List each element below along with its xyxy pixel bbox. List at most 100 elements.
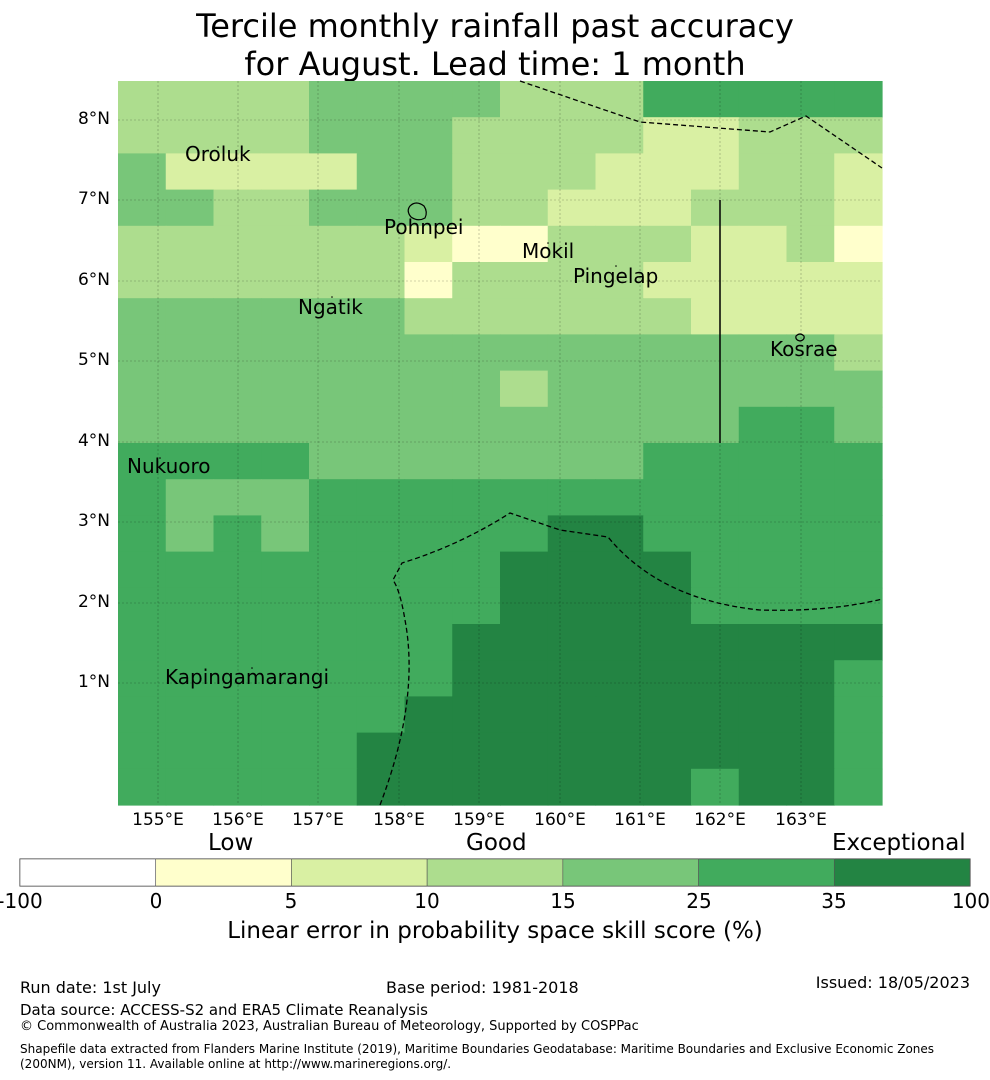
grid-cell — [547, 696, 597, 734]
grid-cell — [261, 225, 310, 263]
grid-cell — [452, 153, 501, 191]
grid-cell — [834, 117, 883, 154]
grid-cell — [738, 298, 788, 335]
grid-cell — [547, 660, 597, 697]
grid-cell — [404, 732, 453, 770]
grid-cell — [309, 262, 358, 299]
grid-cell — [691, 225, 740, 263]
grid-cell — [500, 370, 549, 408]
grid-cell — [738, 768, 788, 806]
grid-cell — [786, 479, 835, 516]
grid-cell — [547, 262, 597, 299]
grid-cell — [547, 81, 597, 118]
grid-cell — [595, 153, 644, 191]
grid-cell — [213, 696, 262, 734]
copyright: © Commonwealth of Australia 2023, Austra… — [20, 1019, 639, 1034]
grid-cell — [500, 587, 549, 625]
grid-cell — [404, 81, 453, 118]
grid-cell — [118, 406, 167, 444]
grid-cell — [118, 515, 167, 553]
shapefile-credit-line1: Shapefile data extracted from Flanders M… — [20, 1042, 935, 1056]
data-source: Data source: ACCESS-S2 and ERA5 Climate … — [20, 1001, 428, 1019]
grid-cell — [356, 696, 406, 734]
grid-cell — [452, 479, 501, 516]
grid-cell — [643, 515, 692, 553]
grid-cell — [595, 515, 644, 553]
grid-cell — [595, 189, 644, 227]
grid-cell — [165, 370, 215, 408]
lon-tick-157e: 157°E — [292, 810, 344, 830]
grid-cell — [500, 768, 549, 806]
grid-cell — [691, 189, 740, 227]
grid-cell — [547, 225, 597, 263]
grid-cell — [213, 153, 262, 191]
grid-cell — [786, 225, 835, 263]
grid-cell — [691, 587, 740, 625]
grid-cell — [643, 732, 692, 770]
grid-cell — [595, 696, 644, 734]
grid-cell — [643, 696, 692, 734]
grid-cell — [165, 298, 215, 335]
grid-cell — [738, 153, 788, 191]
grid-cell — [261, 479, 310, 516]
grid-cell — [691, 406, 740, 444]
grid-cell — [356, 153, 406, 191]
grid-cell — [834, 479, 883, 516]
lat-tick-8n: 8°N — [77, 109, 110, 129]
colorbar-tick: 5 — [284, 889, 298, 913]
lat-tick-6n: 6°N — [77, 270, 110, 290]
grid-cell — [547, 117, 597, 154]
grid-cell — [118, 696, 167, 734]
grid-cell — [404, 298, 453, 335]
grid-cell — [356, 334, 406, 372]
grid-cell — [595, 262, 644, 299]
grid-cell — [786, 587, 835, 625]
grid-cell — [213, 334, 262, 372]
grid-cell — [500, 262, 549, 299]
grid-cell — [786, 660, 835, 697]
colorbar-category-good: Good — [466, 830, 527, 856]
grid-cell — [834, 696, 883, 734]
grid-cell — [452, 334, 501, 372]
grid-cell — [309, 81, 358, 118]
grid-cell — [118, 189, 167, 227]
grid-cell — [691, 732, 740, 770]
grid-cell — [643, 551, 692, 589]
grid-cell — [118, 117, 167, 154]
colorbar-segment — [833, 858, 971, 887]
place-label-nukuoro: Nukuoro — [127, 454, 211, 478]
grid-cell — [500, 443, 549, 480]
grid-cell — [213, 117, 262, 154]
grid-cell — [643, 624, 692, 661]
grid-cell — [691, 370, 740, 408]
grid-cell — [834, 225, 883, 263]
grid-cell — [309, 334, 358, 372]
colorbar-segment — [426, 858, 564, 887]
grid-cell — [547, 479, 597, 516]
grid-cell — [213, 551, 262, 589]
grid-cell — [691, 334, 740, 372]
grid-cell — [643, 768, 692, 806]
grid-cell — [452, 624, 501, 661]
grid-cell — [213, 189, 262, 227]
colorbar — [19, 858, 971, 887]
grid-cell — [786, 117, 835, 154]
colorbar-tick: 25 — [686, 889, 712, 913]
grid-cell — [356, 515, 406, 553]
grid-cell — [309, 660, 358, 697]
grid-cell — [547, 298, 597, 335]
grid-cell — [452, 696, 501, 734]
grid-cell — [547, 189, 597, 227]
grid-cell — [165, 768, 215, 806]
grid-cell — [261, 298, 310, 335]
lat-tick-2n: 2°N — [77, 592, 110, 612]
colorbar-tick: 15 — [550, 889, 576, 913]
lon-tick-162e: 162°E — [694, 810, 746, 830]
colorbar-segment — [291, 858, 428, 887]
grid-cell — [118, 551, 167, 589]
grid-cell — [738, 334, 788, 372]
grid-cell — [643, 587, 692, 625]
grid-cell — [356, 298, 406, 335]
grid-cell — [261, 515, 310, 553]
grid-cell — [118, 624, 167, 661]
